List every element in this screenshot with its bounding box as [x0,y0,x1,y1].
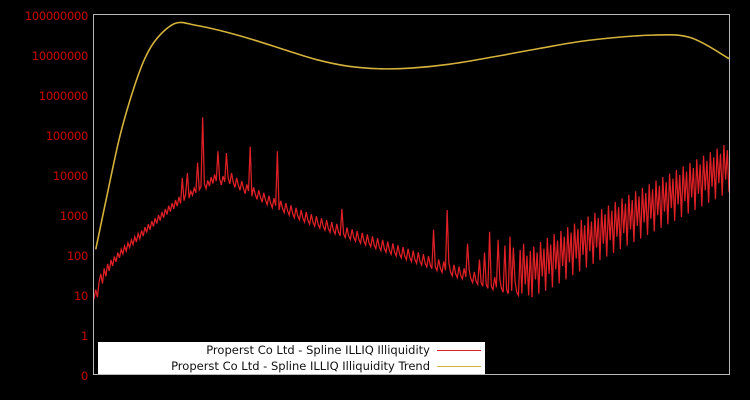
illiquidity-line-path [94,117,729,300]
y-tick-label: 10000000 [31,49,88,63]
plot-canvas [94,15,729,374]
plot-area [93,14,730,375]
chart-svg [94,21,729,300]
legend-line-swatch-red [437,349,481,351]
y-tick-label: 0 [80,369,88,383]
legend-label: Properst Co Ltd - Spline ILLIQ Illiquidi… [171,359,430,373]
legend-label: Properst Co Ltd - Spline ILLIQ Illiquidi… [206,343,430,357]
trend-line-path [95,21,729,250]
legend-item-trend: Properst Co Ltd - Spline ILLIQ Illiquidi… [171,358,481,374]
y-tick-label: 10 [73,289,88,303]
y-tick-label: 100000 [45,129,88,143]
legend-item-illiquidity: Properst Co Ltd - Spline ILLIQ Illiquidi… [206,342,481,358]
chart-legend: Properst Co Ltd - Spline ILLIQ Illiquidi… [98,342,485,374]
y-tick-label: 1000 [59,209,88,223]
y-tick-label: 10000 [52,169,88,183]
y-tick-label: 1000000 [38,89,88,103]
y-tick-label: 100 [66,249,88,263]
y-axis: 100000000 10000000 1000000 100000 10000 … [0,0,88,400]
y-tick-label: 1 [80,329,88,343]
legend-line-swatch-gold [437,365,481,367]
y-tick-label: 100000000 [24,9,88,23]
